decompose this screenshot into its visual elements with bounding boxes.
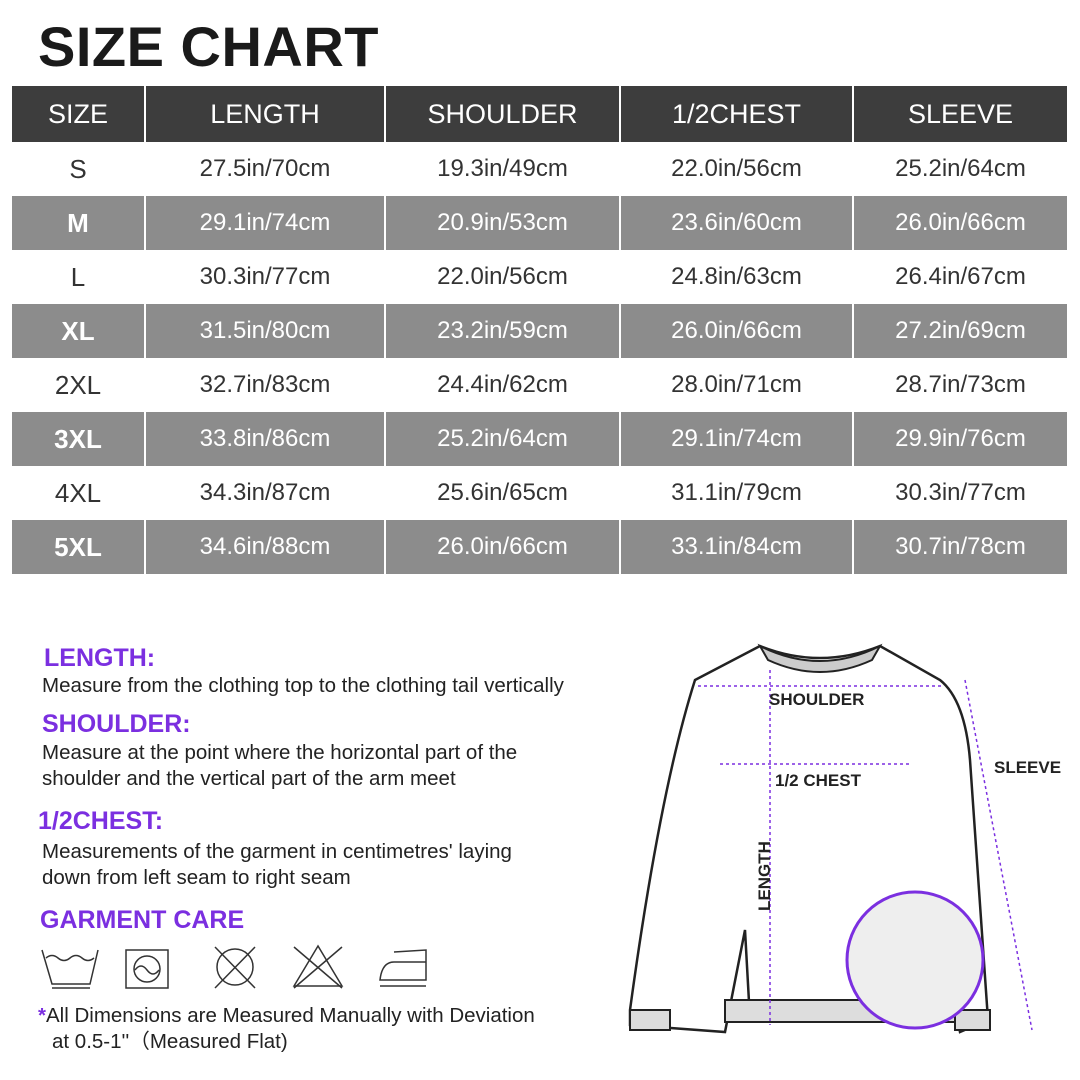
measurement-cell: 29.9in/76cm <box>853 412 1069 466</box>
measurement-cell: 31.1in/79cm <box>620 466 854 520</box>
column-header: SIZE <box>12 86 146 142</box>
table-row: XL 31.5in/80cm 23.2in/59cm 26.0in/66cm 27.2i… <box>12 304 1069 358</box>
table-row: 2XL 32.7in/83cm 24.4in/62cm 28.0in/71cm 28.7… <box>12 358 1069 412</box>
measurement-cell: 26.4in/67cm <box>853 250 1069 304</box>
table-row: 4XL 34.3in/87cm 25.6in/65cm 31.1in/79cm 30.3… <box>12 466 1069 520</box>
size-cell: 3XL <box>12 412 146 466</box>
measurement-cell: 27.2in/69cm <box>853 304 1069 358</box>
table-row: 3XL 33.8in/86cm 25.2in/64cm 29.1in/74cm 29.9… <box>12 412 1069 466</box>
measurement-note-1: *All Dimensions are Measured Manually wi… <box>38 1003 535 1029</box>
measurement-cell: 25.2in/64cm <box>385 412 621 466</box>
measurement-cell: 25.6in/65cm <box>385 466 621 520</box>
note-asterisk: * <box>38 1004 46 1027</box>
measurement-cell: 27.5in/70cm <box>145 142 386 196</box>
chest-heading: 1/2CHEST: <box>38 807 164 835</box>
measurement-cell: 23.2in/59cm <box>385 304 621 358</box>
size-cell: 2XL <box>12 358 146 412</box>
measurement-cell: 22.0in/56cm <box>620 142 854 196</box>
measurement-cell: 22.0in/56cm <box>385 250 621 304</box>
measurement-cell: 30.3in/77cm <box>853 466 1069 520</box>
shoulder-heading: SHOULDER: <box>42 710 191 738</box>
measurement-cell: 23.6in/60cm <box>620 196 854 250</box>
measurement-cell: 20.9in/53cm <box>385 196 621 250</box>
hand-wash-icon <box>41 949 99 989</box>
column-header: LENGTH <box>145 86 386 142</box>
garment-care-heading: GARMENT CARE <box>40 906 245 934</box>
measurement-cell: 26.0in/66cm <box>620 304 854 358</box>
measurement-cell: 24.4in/62cm <box>385 358 621 412</box>
table-row: S 27.5in/70cm 19.3in/49cm 22.0in/56cm 25.2in… <box>12 142 1069 196</box>
measurement-cell: 31.5in/80cm <box>145 304 386 358</box>
measurement-cell: 24.8in/63cm <box>620 250 854 304</box>
shoulder-label: SHOULDER <box>769 690 865 709</box>
size-cell: XL <box>12 304 146 358</box>
measurement-cell: 28.0in/71cm <box>620 358 854 412</box>
size-table: SIZE LENGTH SHOULDER 1/2CHEST SLEEVE S 27.5in… <box>12 86 1069 574</box>
measurement-cell: 32.7in/83cm <box>145 358 386 412</box>
column-header: SLEEVE <box>853 86 1069 142</box>
length-heading: LENGTH: <box>44 644 156 672</box>
chest-description-2: down from left seam to right seam <box>42 866 351 889</box>
note-text: All Dimensions are Measured Manually wit… <box>45 1004 535 1027</box>
column-header: SHOULDER <box>385 86 621 142</box>
table-row: M 29.1in/74cm 20.9in/53cm 23.6in/60cm 26.0in… <box>12 196 1069 250</box>
chest-description-1: Measurements of the garment in centimetr… <box>42 840 512 863</box>
table-row: 5XL 34.6in/88cm 26.0in/66cm 33.1in/84cm 30.7… <box>12 520 1069 574</box>
measurement-cell: 30.7in/78cm <box>853 520 1069 574</box>
size-cell: L <box>12 250 146 304</box>
measurement-cell: 25.2in/64cm <box>853 142 1069 196</box>
size-cell: 5XL <box>12 520 146 574</box>
measurement-cell: 29.1in/74cm <box>145 196 386 250</box>
sleeve-label: SLEEVE <box>994 758 1062 777</box>
size-cell: M <box>12 196 146 250</box>
measurement-note-2: at 0.5-1''（Measured Flat) <box>52 1030 288 1053</box>
iron-icon <box>379 949 427 987</box>
size-cell: S <box>12 142 146 196</box>
do-not-dryclean-icon <box>214 946 256 989</box>
measurement-cell: 26.0in/66cm <box>385 520 621 574</box>
shoulder-description-2: shoulder and the vertical part of the ar… <box>42 767 456 790</box>
measurement-cell: 34.6in/88cm <box>145 520 386 574</box>
column-header: 1/2CHEST <box>620 86 854 142</box>
measurement-cell: 34.3in/87cm <box>145 466 386 520</box>
do-not-bleach-icon <box>292 944 344 989</box>
tumble-dry-icon <box>125 949 169 989</box>
measurement-cell: 29.1in/74cm <box>620 412 854 466</box>
measurement-cell: 26.0in/66cm <box>853 196 1069 250</box>
measurement-cell: 28.7in/73cm <box>853 358 1069 412</box>
page-title: SIZE CHART <box>38 15 379 78</box>
table-row: L 30.3in/77cm 22.0in/56cm 24.8in/63cm 26.4in… <box>12 250 1069 304</box>
measurement-cell: 30.3in/77cm <box>145 250 386 304</box>
measurement-cell: 33.8in/86cm <box>145 412 386 466</box>
shoulder-description-1: Measure at the point where the horizonta… <box>42 741 518 764</box>
sweater-diagram <box>628 643 1033 1034</box>
measurement-cell: 33.1in/84cm <box>620 520 854 574</box>
length-description: Measure from the clothing top to the clo… <box>42 674 564 697</box>
measurement-cell: 19.3in/49cm <box>385 142 621 196</box>
chest-label: 1/2 CHEST <box>775 771 861 790</box>
size-cell: 4XL <box>12 466 146 520</box>
length-label: LENGTH <box>754 841 774 911</box>
